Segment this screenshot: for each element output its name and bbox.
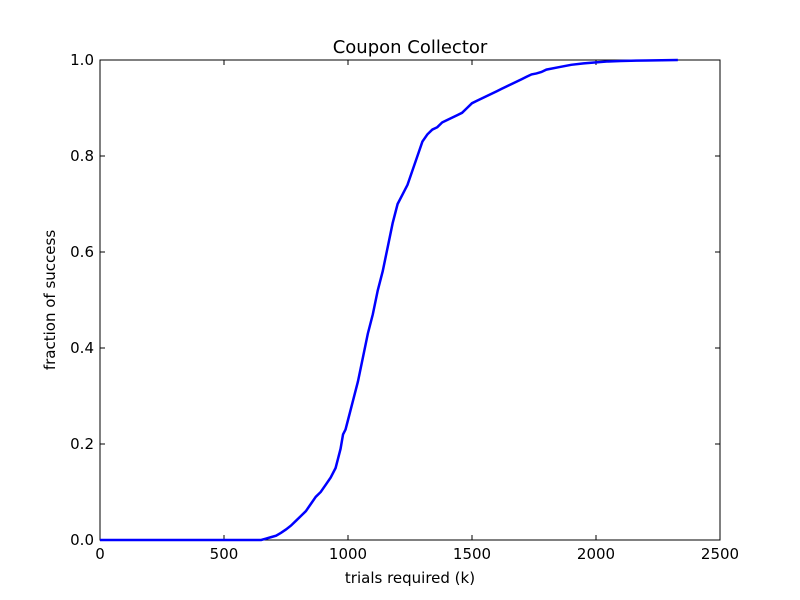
y-tick-label: 1.0 (70, 51, 94, 69)
plot-area (99, 59, 721, 541)
y-tick-label: 0.6 (70, 243, 94, 261)
y-tick-label: 0.8 (70, 147, 94, 165)
success-fraction-line (100, 58, 678, 542)
x-axis-ticks: 0 500 1000 1500 2000 2500 (95, 60, 739, 563)
y-axis-label: fraction of success (41, 230, 59, 370)
x-tick-label: 1000 (329, 545, 367, 563)
y-tick-label: 0.2 (70, 435, 94, 453)
chart-title: Coupon Collector (333, 37, 488, 58)
x-axis-label: trials required (k) (345, 569, 475, 587)
x-tick-label: 2500 (701, 545, 739, 563)
y-tick-label: 0.0 (70, 531, 94, 549)
x-tick-label: 500 (210, 545, 239, 563)
x-tick-label: 1500 (453, 545, 491, 563)
x-tick-label: 0 (95, 545, 105, 563)
x-tick-label: 2000 (577, 545, 615, 563)
y-axis-ticks: 0.0 0.2 0.4 0.6 0.8 1.0 (70, 51, 720, 549)
y-tick-label: 0.4 (70, 339, 94, 357)
